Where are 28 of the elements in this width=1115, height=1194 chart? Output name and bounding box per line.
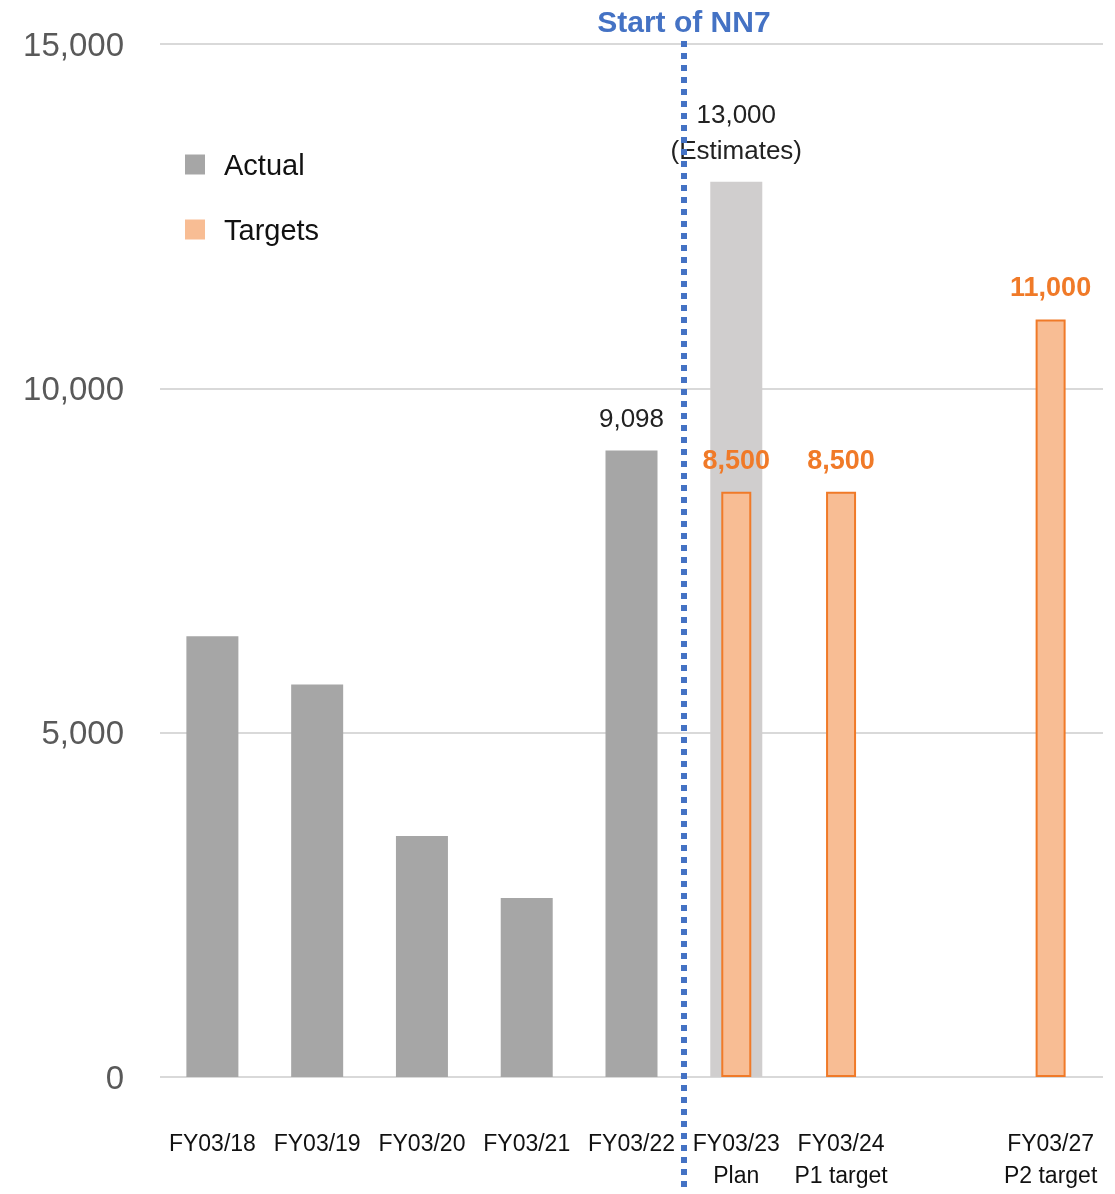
data-label: 11,000 (1010, 272, 1092, 303)
y-tick-label: 0 (105, 1058, 124, 1096)
bar (500, 897, 553, 1077)
x-tick-label: FY03/19 (273, 1130, 361, 1156)
y-tick-label: 5,000 (41, 714, 124, 752)
data-label: 9,098 (598, 403, 665, 434)
x-tick-label: FY03/22 (588, 1130, 675, 1156)
data-label: 13,000 (Estimates) (670, 98, 803, 165)
x-tick-label: FY03/20 (378, 1130, 466, 1156)
legend-label: Targets (224, 213, 320, 246)
legend-label: Actual (224, 148, 305, 181)
x-tick-label: FY03/23 Plan (692, 1130, 780, 1188)
data-label: 8,500 (807, 444, 875, 475)
bar (186, 636, 239, 1077)
bar (291, 684, 344, 1077)
x-tick-label: FY03/18 (168, 1130, 256, 1156)
bar (605, 450, 658, 1077)
bar (721, 491, 752, 1077)
bar (1035, 319, 1066, 1077)
x-tick-label: FY03/27 P2 target (1003, 1130, 1098, 1188)
x-tick-label: FY03/24 P1 target (794, 1130, 889, 1188)
x-tick-label: FY03/21 (483, 1130, 571, 1156)
data-label: 8,500 (702, 444, 771, 475)
bar (826, 491, 857, 1077)
y-tick-label: 15,000 (23, 25, 124, 63)
bar (395, 835, 448, 1077)
ref-line-label: Start of NN7 (597, 4, 771, 38)
y-tick-label: 10,000 (23, 369, 124, 407)
